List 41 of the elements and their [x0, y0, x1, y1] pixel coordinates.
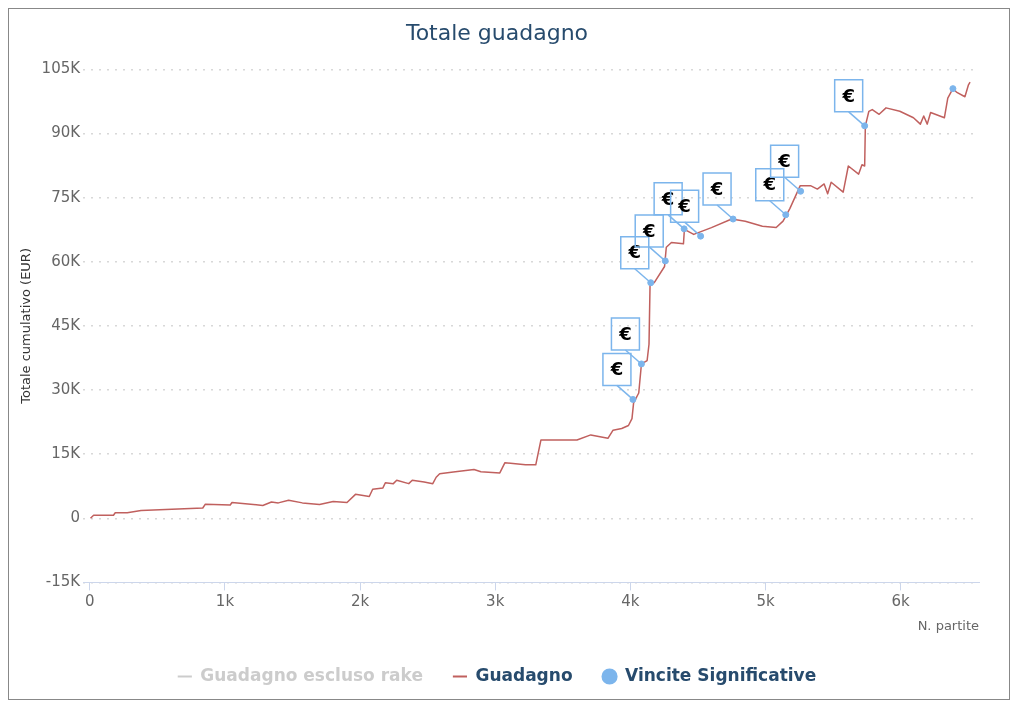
point — [729, 215, 737, 223]
x-tick-label: 6k — [891, 592, 911, 611]
legend-label: Vincite Significative — [625, 664, 817, 685]
x-tick-label: 1k — [215, 592, 235, 611]
annotation: € — [627, 241, 642, 263]
x-tick-label: 0 — [85, 592, 95, 611]
point — [782, 211, 790, 219]
x-axis-title: N. partite — [917, 617, 979, 633]
y-tick-label: 105K — [41, 59, 82, 78]
annotation: € — [641, 219, 656, 241]
point — [797, 187, 805, 195]
y-tick-label: 15K — [51, 444, 82, 463]
annotation: € — [777, 149, 791, 171]
point — [949, 85, 957, 93]
annotation: € — [618, 322, 632, 344]
point — [661, 257, 669, 265]
point — [680, 225, 688, 233]
x-tick-label: 2k — [350, 592, 370, 611]
x-tick-label: 4k — [621, 592, 640, 611]
y-tick-label: -15K — [45, 572, 82, 591]
legend-label: Guadagno — [475, 664, 573, 685]
point — [861, 122, 869, 130]
point — [629, 395, 637, 403]
point — [697, 232, 705, 240]
annotation: € — [677, 194, 691, 216]
y-tick-label: 90K — [51, 123, 82, 142]
point — [647, 279, 655, 287]
y-tick-label: 75K — [51, 187, 82, 206]
x-tick-label: 5k — [756, 592, 775, 611]
annotation: € — [762, 173, 777, 195]
annotation: € — [709, 177, 724, 199]
annotation: € — [841, 84, 855, 106]
y-tick-label: 45K — [51, 315, 82, 334]
point — [637, 360, 645, 368]
y-tick-label: 30K — [51, 379, 82, 398]
chart-title: Totale guadagno — [404, 19, 589, 45]
y-tick-label: 0 — [70, 508, 81, 527]
y-axis-title: Totale cumulativo (EUR) — [18, 248, 34, 405]
y-tick-label: 60K — [51, 251, 82, 270]
annotation: € — [609, 358, 624, 380]
x-tick-label: 3k — [486, 592, 505, 611]
